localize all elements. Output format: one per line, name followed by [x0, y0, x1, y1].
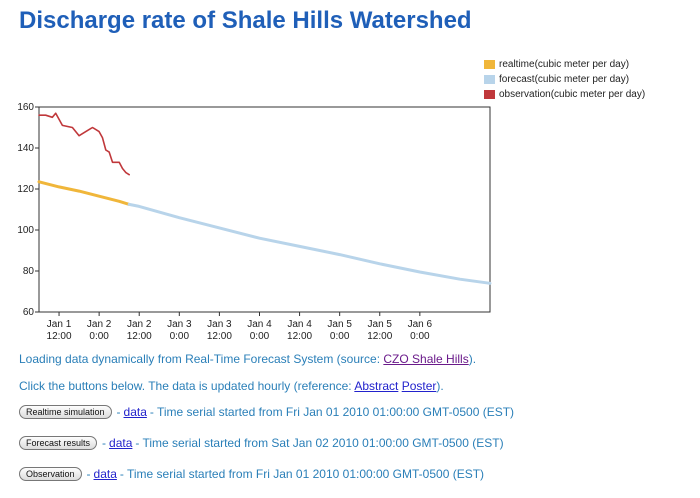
click-prefix: Click the buttons below. The data is upd… [19, 379, 355, 393]
loading-prefix: Loading data dynamically from Real-Time … [19, 352, 384, 366]
x-tick-label: Jan 3 [207, 319, 232, 330]
poster-link[interactable]: Poster [401, 379, 437, 393]
x-tick-label: 12:00 [287, 331, 312, 342]
legend-label: realtime(cubic meter per day) [499, 59, 630, 70]
x-tick-label: Jan 1 [47, 319, 72, 330]
observation-time-text: - Time serial started from Fri Jan 01 20… [119, 467, 485, 481]
x-tick-label: Jan 2 [127, 319, 152, 330]
x-tick-label: 0:00 [330, 331, 350, 342]
legend-swatch [484, 75, 495, 84]
series-line-realtime [37, 180, 131, 206]
legend-label: forecast(cubic meter per day) [499, 74, 630, 85]
observation-separator: - [86, 467, 91, 481]
forecast-time-text: - Time serial started from Sat Jan 02 20… [135, 436, 504, 450]
observation-row: Observation - data - Time serial started… [19, 467, 484, 481]
forecast-data-link[interactable]: data [109, 436, 133, 450]
page-title: Discharge rate of Shale Hills Watershed [19, 7, 472, 34]
x-tick-label: 0:00 [410, 331, 430, 342]
forecast-results-button[interactable]: Forecast results [19, 436, 98, 450]
x-tick-label: 0:00 [250, 331, 270, 342]
realtime-separator: - [116, 405, 121, 419]
abstract-link[interactable]: Abstract [354, 379, 399, 393]
realtime-simulation-button[interactable]: Realtime simulation [19, 405, 112, 419]
realtime-row: Realtime simulation - data - Time serial… [19, 405, 514, 419]
series-line-forecast [127, 202, 492, 285]
legend-swatch [484, 90, 495, 99]
x-tick-label: Jan 5 [327, 319, 352, 330]
plot-area [38, 106, 491, 313]
realtime-time-text: - Time serial started from Fri Jan 01 20… [149, 405, 515, 419]
x-tick-label: Jan 4 [287, 319, 312, 330]
legend-swatch [484, 60, 495, 69]
y-tick-label: 140 [17, 143, 34, 154]
x-tick-label: 12:00 [207, 331, 232, 342]
legend-item: realtime(cubic meter per day) [484, 57, 645, 72]
x-tick-label: 12:00 [367, 331, 392, 342]
x-tick-label: 0:00 [89, 331, 109, 342]
legend-label: observation(cubic meter per day) [499, 89, 646, 100]
y-tick-label: 60 [23, 307, 35, 318]
forecast-separator: - [102, 436, 107, 450]
y-tick-label: 80 [23, 266, 35, 277]
x-tick-label: 12:00 [47, 331, 72, 342]
legend-item: forecast(cubic meter per day) [484, 72, 645, 87]
czo-shale-hills-link[interactable]: CZO Shale Hills [383, 352, 469, 366]
realtime-data-link[interactable]: data [123, 405, 147, 419]
y-tick-label: 120 [17, 184, 34, 195]
x-tick-label: 0:00 [170, 331, 190, 342]
chart-legend: realtime(cubic meter per day) forecast(cu… [484, 57, 645, 102]
observation-data-link[interactable]: data [93, 467, 117, 481]
loading-info: Loading data dynamically from Real-Time … [19, 352, 476, 366]
x-tick-label: Jan 2 [87, 319, 112, 330]
y-tick-label: 160 [17, 102, 34, 113]
x-tick-label: Jan 6 [408, 319, 433, 330]
x-tick-label: Jan 5 [368, 319, 393, 330]
y-tick-label: 100 [17, 225, 34, 236]
observation-button[interactable]: Observation [19, 467, 82, 481]
loading-suffix: ). [468, 352, 477, 366]
x-tick-label: Jan 4 [247, 319, 272, 330]
forecast-row: Forecast results - data - Time serial st… [19, 436, 504, 450]
x-tick-label: 12:00 [127, 331, 152, 342]
x-tick-label: Jan 3 [167, 319, 192, 330]
click-info: Click the buttons below. The data is upd… [19, 379, 444, 393]
click-suffix: ). [436, 379, 444, 393]
series-line-observation [38, 112, 130, 176]
legend-item: observation(cubic meter per day) [484, 87, 645, 102]
